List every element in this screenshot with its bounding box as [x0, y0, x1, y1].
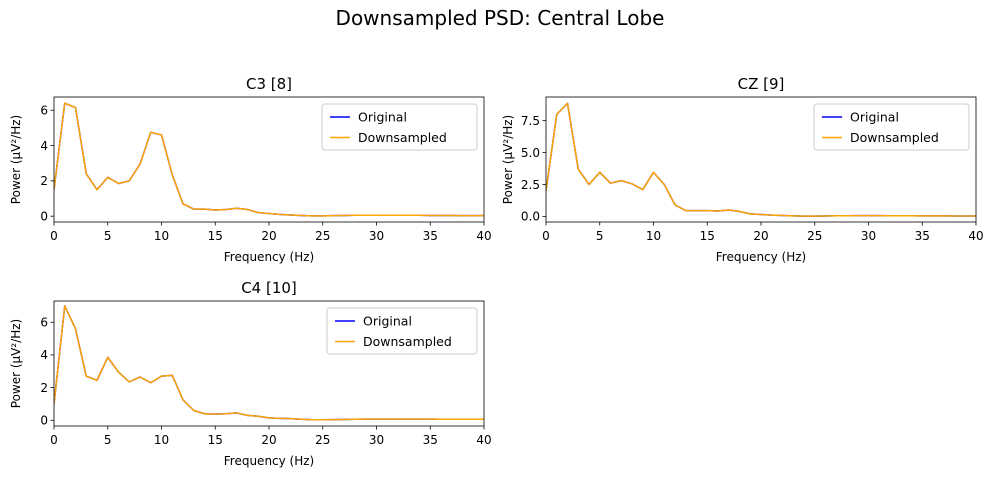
legend: Original Downsampled — [321, 103, 478, 151]
y-axis-label: Power (µV²/Hz) — [9, 319, 23, 408]
y-tick-label: 2 — [40, 381, 48, 395]
x-tick-label: 40 — [476, 433, 491, 447]
legend-box — [813, 103, 970, 151]
x-tick-label: 25 — [807, 229, 822, 243]
series-line-downsampled — [54, 102, 484, 217]
x-tick-label: 10 — [154, 229, 169, 243]
x-tick-label: 20 — [753, 229, 768, 243]
x-tick-label: 20 — [261, 229, 276, 243]
x-tick-label: 25 — [315, 229, 330, 243]
legend-label-original: Original — [363, 314, 412, 329]
x-tick-label: 5 — [104, 433, 112, 447]
x-tick-label: 35 — [423, 433, 438, 447]
x-tick-label: 15 — [208, 433, 223, 447]
x-tick-label: 5 — [104, 229, 112, 243]
subplot-title: C4 [10] — [241, 279, 297, 297]
y-tick-label: 7.5 — [521, 114, 540, 128]
legend-label-original: Original — [850, 110, 899, 125]
x-tick-label: 0 — [50, 433, 58, 447]
y-tick-label: 6 — [40, 104, 48, 118]
x-tick-label: 30 — [369, 433, 384, 447]
x-tick-label: 40 — [968, 229, 983, 243]
x-tick-label: 15 — [208, 229, 223, 243]
x-tick-label: 5 — [596, 229, 604, 243]
x-tick-label: 10 — [154, 433, 169, 447]
legend-label-downsampled: Downsampled — [850, 130, 939, 145]
legend: Original Downsampled — [326, 307, 478, 355]
x-axis-label: Frequency (Hz) — [224, 250, 315, 264]
x-tick-label: 40 — [476, 229, 491, 243]
x-tick-label: 20 — [261, 433, 276, 447]
x-tick-label: 30 — [369, 229, 384, 243]
series-line-downsampled — [546, 102, 976, 217]
y-axis-label: Power (µV²/Hz) — [9, 115, 23, 204]
y-tick-label: 6 — [40, 316, 48, 330]
x-tick-label: 35 — [915, 229, 930, 243]
subplot-title: CZ [9] — [738, 75, 785, 93]
y-tick-label: 2 — [40, 174, 48, 188]
y-axis-label: Power (µV²/Hz) — [501, 115, 515, 204]
figure-title: Downsampled PSD: Central Lobe — [336, 6, 665, 30]
x-tick-label: 35 — [423, 229, 438, 243]
series-group — [546, 102, 976, 217]
subplot-3: 0 5 10 15 20 25 30 35 40 0 2 4 6 C4 [10] Frequency (Hz… — [9, 279, 492, 468]
legend-label-original: Original — [358, 110, 407, 125]
x-tick-label: 0 — [542, 229, 550, 243]
legend-label-downsampled: Downsampled — [363, 334, 452, 349]
x-tick-label: 30 — [861, 229, 876, 243]
legend: Original Downsampled — [813, 103, 970, 151]
y-tick-label: 4 — [40, 348, 48, 362]
x-axis-label: Frequency (Hz) — [224, 454, 315, 468]
x-tick-label: 10 — [646, 229, 661, 243]
y-tick-label: 4 — [40, 139, 48, 153]
subplot-2: 0 5 10 15 20 25 30 35 40 0.0 2.5 5.0 7.5 CZ [9] Freque… — [501, 75, 984, 264]
x-tick-label: 15 — [700, 229, 715, 243]
y-tick-label: 5.0 — [521, 146, 540, 160]
legend-box — [326, 307, 478, 355]
subplot-1: 0 5 10 15 20 25 30 35 40 0 2 4 6 C3 [8] Frequency (Hz)… — [9, 75, 492, 264]
series-line-downsampled — [54, 305, 484, 421]
series-group — [54, 305, 484, 421]
legend-box — [321, 103, 478, 151]
x-tick-label: 0 — [50, 229, 58, 243]
subplot-title: C3 [8] — [246, 75, 292, 93]
y-tick-label: 0 — [40, 414, 48, 428]
y-tick-label: 2.5 — [521, 178, 540, 192]
y-tick-label: 0 — [40, 209, 48, 223]
x-tick-label: 25 — [315, 433, 330, 447]
y-tick-label: 0.0 — [521, 210, 540, 224]
series-group — [54, 102, 484, 217]
legend-label-downsampled: Downsampled — [358, 130, 447, 145]
x-axis-label: Frequency (Hz) — [716, 250, 807, 264]
